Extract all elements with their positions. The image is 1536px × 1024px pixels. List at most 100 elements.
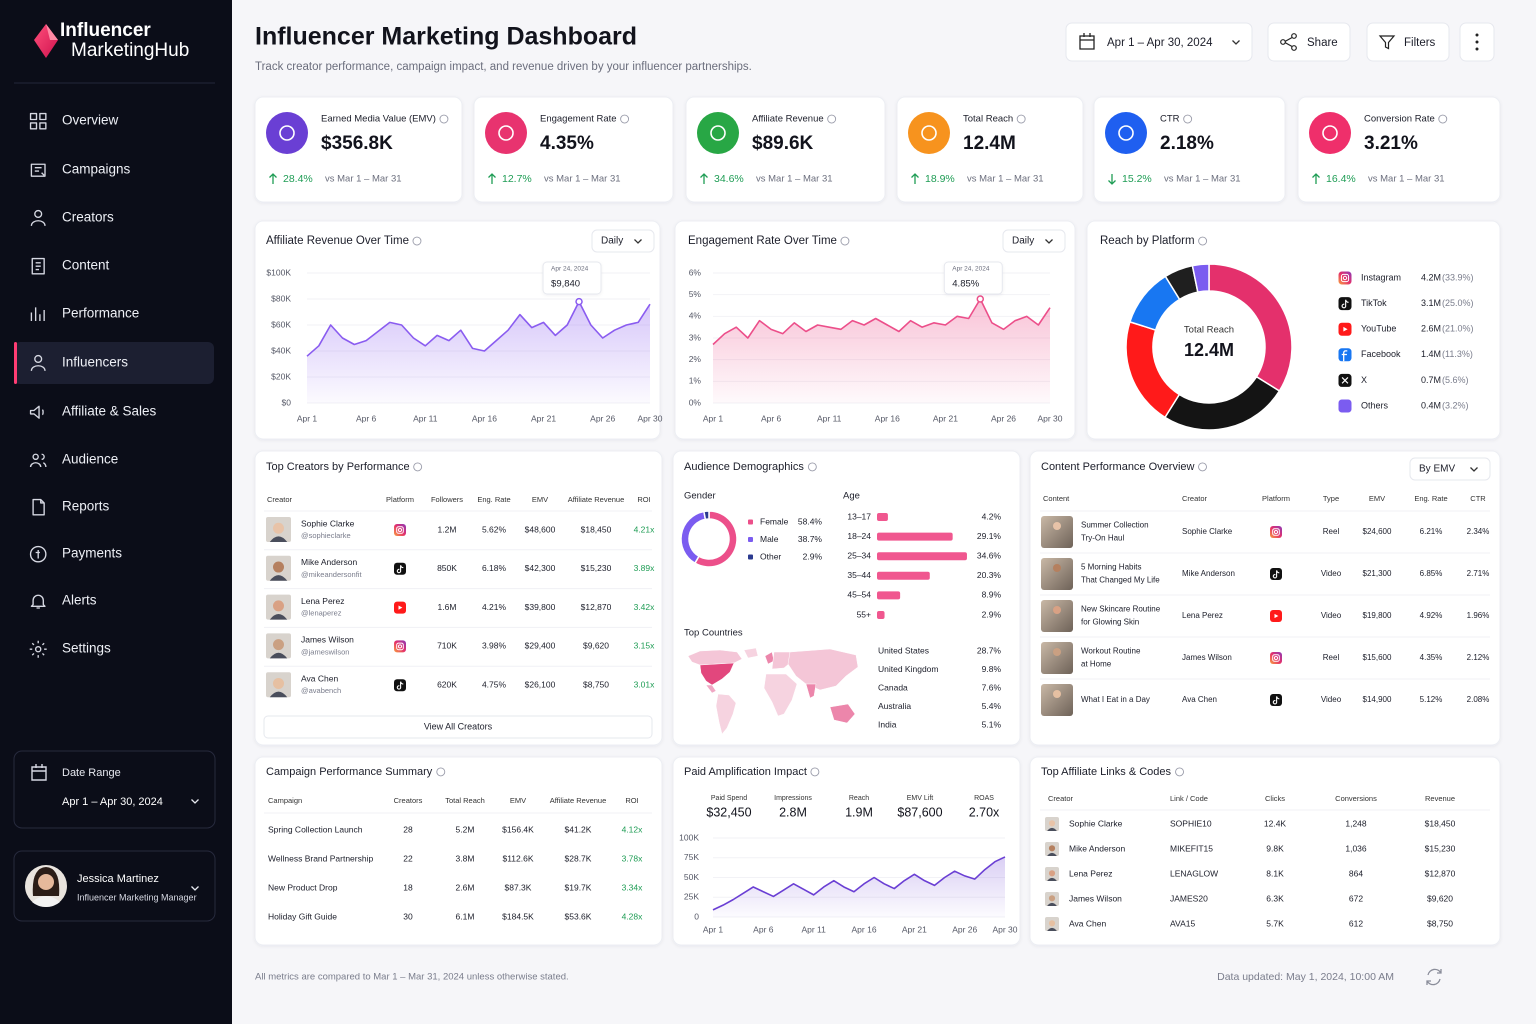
label: $87,600 <box>897 805 942 819</box>
nav-icon <box>30 163 46 177</box>
avatar-face <box>273 561 284 573</box>
icon-glyph <box>397 527 403 533</box>
trend-arrow <box>1108 174 1116 185</box>
kpi-change: 18.9% <box>925 173 955 185</box>
y-tick-label: $40K <box>271 345 291 355</box>
label: Daily <box>601 236 623 247</box>
label: Affiliate Revenue <box>752 114 824 125</box>
label: Sophie Clarke <box>1182 527 1233 536</box>
label: 1,248 <box>1345 818 1367 828</box>
value-label: (21.0%) <box>1442 324 1474 334</box>
info-icon <box>1198 236 1208 246</box>
trend-arrow <box>911 173 919 184</box>
nav-item[interactable]: Audience <box>62 452 118 467</box>
label: All metrics are compared to Mar 1 – Mar … <box>255 972 569 983</box>
label: 2.6M <box>456 882 475 892</box>
label: Female <box>760 516 789 526</box>
label: 20.3% <box>977 570 1002 580</box>
label: 7.6% <box>982 682 1002 692</box>
label: $184.5K <box>502 911 534 921</box>
view-all-button[interactable] <box>263 715 653 739</box>
label: $19.7K <box>565 882 592 892</box>
label: Spring Collection Launch <box>268 824 363 834</box>
x-tick-label: Apr 6 <box>761 413 782 423</box>
nav-item[interactable]: Affiliate & Sales <box>62 404 157 419</box>
trend-arrow <box>700 173 708 184</box>
label: 30 <box>403 911 413 921</box>
label: @sophieclarke <box>301 531 351 540</box>
card-title: Affiliate Revenue Over Time <box>266 235 409 247</box>
nav-item[interactable]: Alerts <box>62 593 97 608</box>
label: at Home <box>1081 660 1112 669</box>
date-range-box[interactable] <box>13 750 216 829</box>
label: Jessica Martinez <box>77 873 159 885</box>
icon-glyph <box>1341 299 1349 309</box>
dropdown[interactable] <box>1409 457 1491 481</box>
label: That Changed My Life <box>1081 576 1160 585</box>
nav-icon <box>29 545 47 563</box>
icon-glyph <box>1272 696 1280 705</box>
y-tick-label: 75K <box>684 852 699 862</box>
column-header: Type <box>1323 494 1339 503</box>
label: 2.8M <box>779 805 807 819</box>
label: 12.4M <box>1184 340 1234 360</box>
card <box>672 450 1021 746</box>
filters-button[interactable] <box>1366 22 1450 62</box>
kpi-icon <box>266 112 308 154</box>
y-tick-label: $100K <box>266 267 291 277</box>
label: 5.12% <box>1420 695 1443 704</box>
label: Workout Routine <box>1081 647 1141 656</box>
nav-item[interactable]: Overview <box>62 113 119 128</box>
label: $21,300 <box>1363 569 1392 578</box>
y-tick-label: 0% <box>689 397 702 407</box>
refresh-icon[interactable] <box>1426 968 1442 986</box>
nav-item[interactable]: Influencers <box>62 355 128 370</box>
nav-item[interactable]: Creators <box>62 210 114 225</box>
label: SOPHIE10 <box>1170 818 1212 828</box>
kpi-icon-glyph <box>710 125 726 141</box>
card-title: Reach by Platform <box>1100 235 1195 247</box>
trend-arrow <box>1312 173 1320 184</box>
label: Summer Collection <box>1081 521 1149 530</box>
info-icon <box>436 767 446 777</box>
label: LENAGLOW <box>1170 868 1218 878</box>
map-region <box>787 648 859 691</box>
label: $112.6K <box>502 853 533 863</box>
date-picker[interactable] <box>1065 22 1253 62</box>
nav-item[interactable]: Payments <box>62 546 122 561</box>
kpi-icon <box>485 112 527 154</box>
label: 4.12x <box>622 824 644 834</box>
card-title: Top Affiliate Links & Codes <box>1041 766 1172 778</box>
nav-item[interactable]: Campaigns <box>62 162 131 177</box>
label: 5.2M <box>456 824 475 834</box>
dropdown[interactable] <box>1002 229 1066 253</box>
dropdown[interactable] <box>591 229 655 253</box>
nav-item[interactable]: Reports <box>62 499 110 514</box>
label: $15,230 <box>1425 843 1456 853</box>
label: 1.9M <box>845 805 873 819</box>
label: 9.8K <box>1266 843 1284 853</box>
user-box[interactable] <box>13 850 216 922</box>
label: AVA15 <box>1170 918 1195 928</box>
nav-icon <box>29 640 47 658</box>
column-header: Content <box>1043 494 1070 503</box>
page-subtitle: Track creator performance, campaign impa… <box>255 61 752 73</box>
nav-item[interactable]: Performance <box>62 306 139 321</box>
logo-facet <box>46 24 58 40</box>
label: 18 <box>403 882 413 892</box>
avatar-body <box>1047 877 1057 881</box>
chevron <box>634 239 642 244</box>
label: $28.7K <box>565 853 592 863</box>
y-tick-label: 5% <box>689 289 702 299</box>
share-button[interactable] <box>1267 22 1351 62</box>
label: $87.3K <box>505 882 532 892</box>
label: Mike Anderson <box>1069 843 1125 853</box>
label: Video <box>1321 611 1342 620</box>
label: $24,600 <box>1363 527 1392 536</box>
icon-glyph <box>1274 613 1279 619</box>
legend-label: YouTube <box>1361 324 1396 334</box>
nav-item[interactable]: Content <box>62 258 110 273</box>
kpi-icon <box>1309 112 1351 154</box>
nav-item[interactable]: Settings <box>62 641 111 656</box>
y-tick-label: 2% <box>689 354 702 364</box>
